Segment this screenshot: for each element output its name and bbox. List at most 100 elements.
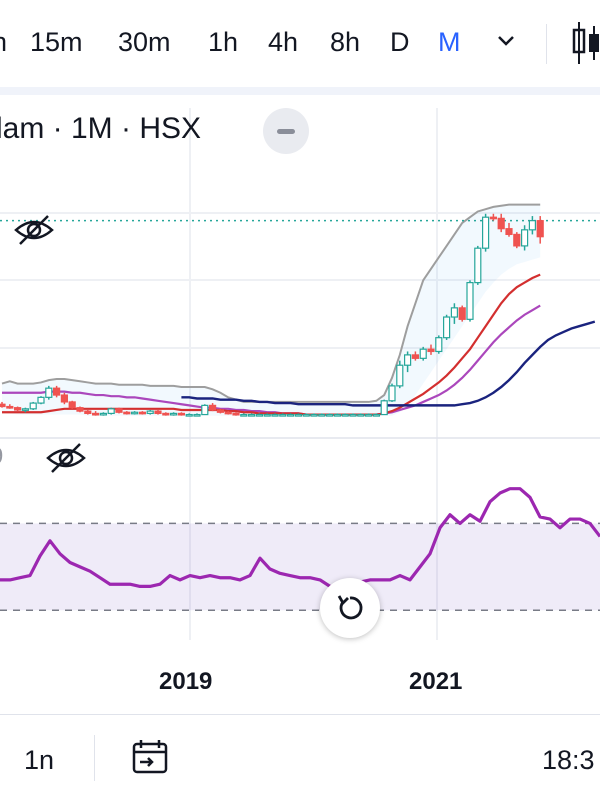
timeframe-4h[interactable]: 4h — [268, 27, 299, 57]
candle-down — [68, 401, 76, 409]
candle-down — [52, 387, 61, 396]
bottom-toolbar: 1n 18:3 — [0, 714, 600, 801]
candle-up — [37, 396, 45, 404]
candle-up — [396, 364, 404, 387]
candle-up — [380, 400, 388, 416]
candle-down — [427, 348, 435, 353]
candle-up — [520, 229, 529, 247]
candlestick-icon[interactable] — [570, 20, 600, 66]
candle-up — [443, 316, 451, 339]
collapse-legend-button[interactable] — [263, 108, 309, 154]
candle-down — [76, 407, 84, 412]
candle-up — [201, 404, 209, 416]
candle-up — [365, 413, 373, 417]
candle-up — [466, 282, 474, 320]
candle-up — [193, 413, 201, 417]
candle-down — [115, 408, 123, 413]
candle-up — [450, 307, 458, 318]
candle-down — [154, 410, 162, 415]
candle-up — [131, 411, 139, 415]
reset-chart-button[interactable] — [320, 578, 380, 638]
candle-up — [21, 408, 29, 411]
candle-down — [60, 394, 69, 403]
candle-up — [357, 413, 365, 417]
candle-up — [419, 348, 427, 359]
candle-up — [263, 413, 271, 417]
chevron-down-icon[interactable] — [496, 34, 516, 48]
toolbar-divider — [0, 87, 600, 95]
candle-up — [341, 413, 349, 417]
price-chart[interactable] — [0, 95, 600, 715]
candle-down — [232, 412, 240, 416]
candle-down — [6, 405, 14, 409]
chart-legend[interactable]: lam · 1M · HSX — [0, 112, 202, 145]
candle-up — [482, 216, 490, 249]
candle-down — [458, 307, 466, 320]
candle-down — [0, 403, 6, 408]
candle-up — [248, 413, 256, 417]
candle-down — [513, 233, 521, 247]
candle-down — [489, 216, 497, 220]
eye-off-icon[interactable] — [44, 440, 88, 476]
range-button[interactable]: 1n — [24, 745, 55, 775]
candle-up — [240, 413, 248, 417]
candle-up — [99, 412, 108, 416]
candle-up — [318, 413, 326, 417]
candle-down — [224, 411, 232, 415]
candle-down — [14, 407, 22, 411]
candle-down — [216, 409, 224, 413]
candle-up — [372, 413, 380, 417]
candle-down — [497, 217, 505, 230]
candle-up — [279, 413, 287, 417]
ma-blue-line — [181, 320, 596, 407]
candle-up — [255, 413, 263, 417]
timeframe-8h[interactable]: 8h — [330, 27, 361, 57]
rsi-line — [0, 487, 600, 588]
candle-up — [528, 220, 537, 231]
candle-up — [302, 413, 310, 417]
candle-up — [404, 354, 412, 366]
eye-off-icon[interactable] — [12, 212, 56, 248]
candle-down — [138, 411, 146, 415]
toolbar-separator — [546, 24, 547, 64]
bottom-separator — [94, 735, 95, 781]
candle-up — [287, 413, 295, 417]
rsi-band — [0, 523, 600, 611]
candle-down — [177, 412, 185, 416]
timeframe-n[interactable]: n — [0, 24, 7, 60]
candle-up — [146, 410, 154, 415]
candle-down — [411, 354, 419, 359]
candle-up — [29, 402, 37, 410]
timeframe-D[interactable]: D — [390, 27, 410, 57]
candle-down — [91, 412, 100, 416]
timeframe-M[interactable]: M — [438, 27, 461, 57]
candle-up — [333, 413, 341, 417]
candle-up — [435, 337, 443, 353]
timeframe-1h[interactable]: 1h — [208, 27, 239, 57]
candle-down — [84, 410, 92, 415]
candle-down — [209, 404, 217, 411]
clock-time: 18:3 — [542, 745, 595, 775]
timeframe-15m[interactable]: 15m — [30, 27, 83, 57]
candle-up — [107, 408, 115, 415]
candle-up — [271, 413, 279, 417]
candle-up — [474, 247, 482, 284]
timeframe-toolbar: n 15m 30m 1h 4h 8h DM — [0, 0, 600, 88]
ma-purple-line — [2, 304, 541, 416]
candle-down — [536, 220, 544, 238]
candle-up — [170, 412, 178, 416]
x-axis-label-2021: 2021 — [409, 668, 463, 695]
rsi-edge-label: 9 — [0, 443, 3, 471]
timeframe-30m[interactable]: 30m — [118, 27, 171, 57]
reset-icon — [337, 595, 363, 620]
candle-up — [388, 385, 396, 402]
candle-up — [349, 413, 357, 417]
candle-up — [185, 413, 193, 417]
x-axis-label-2019: 2019 — [159, 668, 213, 695]
candle-up — [326, 413, 334, 417]
candle-up — [310, 413, 318, 417]
calendar-goto-icon[interactable] — [130, 737, 170, 777]
candle-down — [162, 412, 170, 416]
candle-up — [294, 413, 302, 417]
candle-down — [123, 411, 131, 415]
